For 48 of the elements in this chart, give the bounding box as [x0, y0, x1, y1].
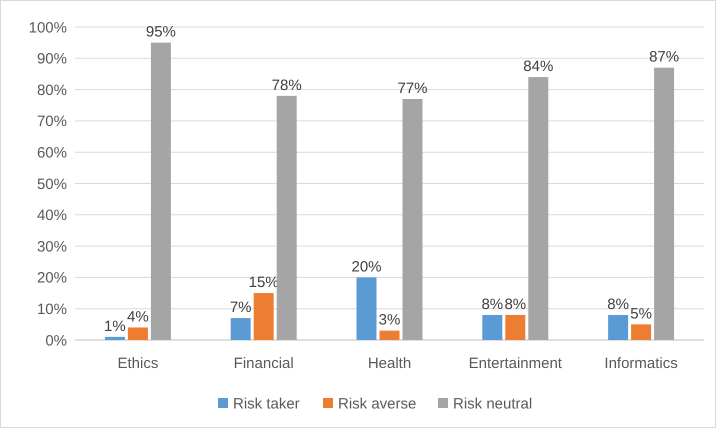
bar: [128, 327, 148, 340]
data-label: 8%: [504, 296, 526, 313]
y-tick-label: 70%: [36, 113, 67, 130]
bar: [276, 96, 297, 340]
data-label: 7%: [230, 299, 252, 316]
y-tick-label: 20%: [36, 270, 67, 287]
legend-label: Risk taker: [233, 395, 300, 412]
y-tick-label: 100%: [28, 19, 67, 36]
legend-label: Risk averse: [338, 395, 416, 412]
bar: [230, 318, 251, 340]
data-label: 8%: [607, 296, 629, 313]
data-label: 5%: [630, 305, 652, 322]
y-tick-label: 80%: [36, 82, 67, 99]
y-tick-label: 10%: [36, 300, 67, 318]
bar: [254, 293, 274, 340]
x-tick-label: Health: [368, 355, 412, 372]
bar: [150, 42, 171, 340]
bar: [608, 314, 628, 340]
bar: [505, 314, 526, 340]
y-tick-label: 30%: [36, 238, 67, 256]
data-label: 87%: [649, 48, 680, 66]
bar: [654, 68, 674, 340]
data-label: 84%: [523, 58, 554, 76]
bar: [402, 98, 422, 340]
y-tick-label: 50%: [36, 176, 67, 193]
y-tick-label: 40%: [36, 207, 67, 224]
data-label: 78%: [272, 76, 302, 94]
y-tick-label: 0%: [45, 332, 67, 350]
legend-label: Risk neutral: [453, 395, 532, 412]
y-tick-label: 60%: [36, 144, 67, 162]
bar: [356, 277, 376, 340]
data-label: 3%: [378, 312, 400, 329]
data-label: 77%: [397, 80, 428, 97]
bar: [631, 324, 652, 340]
data-label: 95%: [146, 24, 176, 41]
x-tick-label: Entertainment: [468, 355, 563, 372]
x-tick-label: Ethics: [117, 355, 158, 372]
bar: [104, 336, 125, 340]
data-label: 20%: [351, 258, 382, 276]
x-tick-label: Informatics: [604, 355, 678, 372]
x-tick-label: Financial: [234, 355, 294, 372]
data-label: 8%: [481, 296, 504, 313]
data-label: 1%: [104, 318, 126, 335]
y-tick-label: 90%: [36, 50, 67, 68]
data-label: 4%: [127, 308, 149, 326]
bar: [482, 314, 502, 340]
bar: [380, 330, 400, 340]
bar: [528, 77, 548, 340]
